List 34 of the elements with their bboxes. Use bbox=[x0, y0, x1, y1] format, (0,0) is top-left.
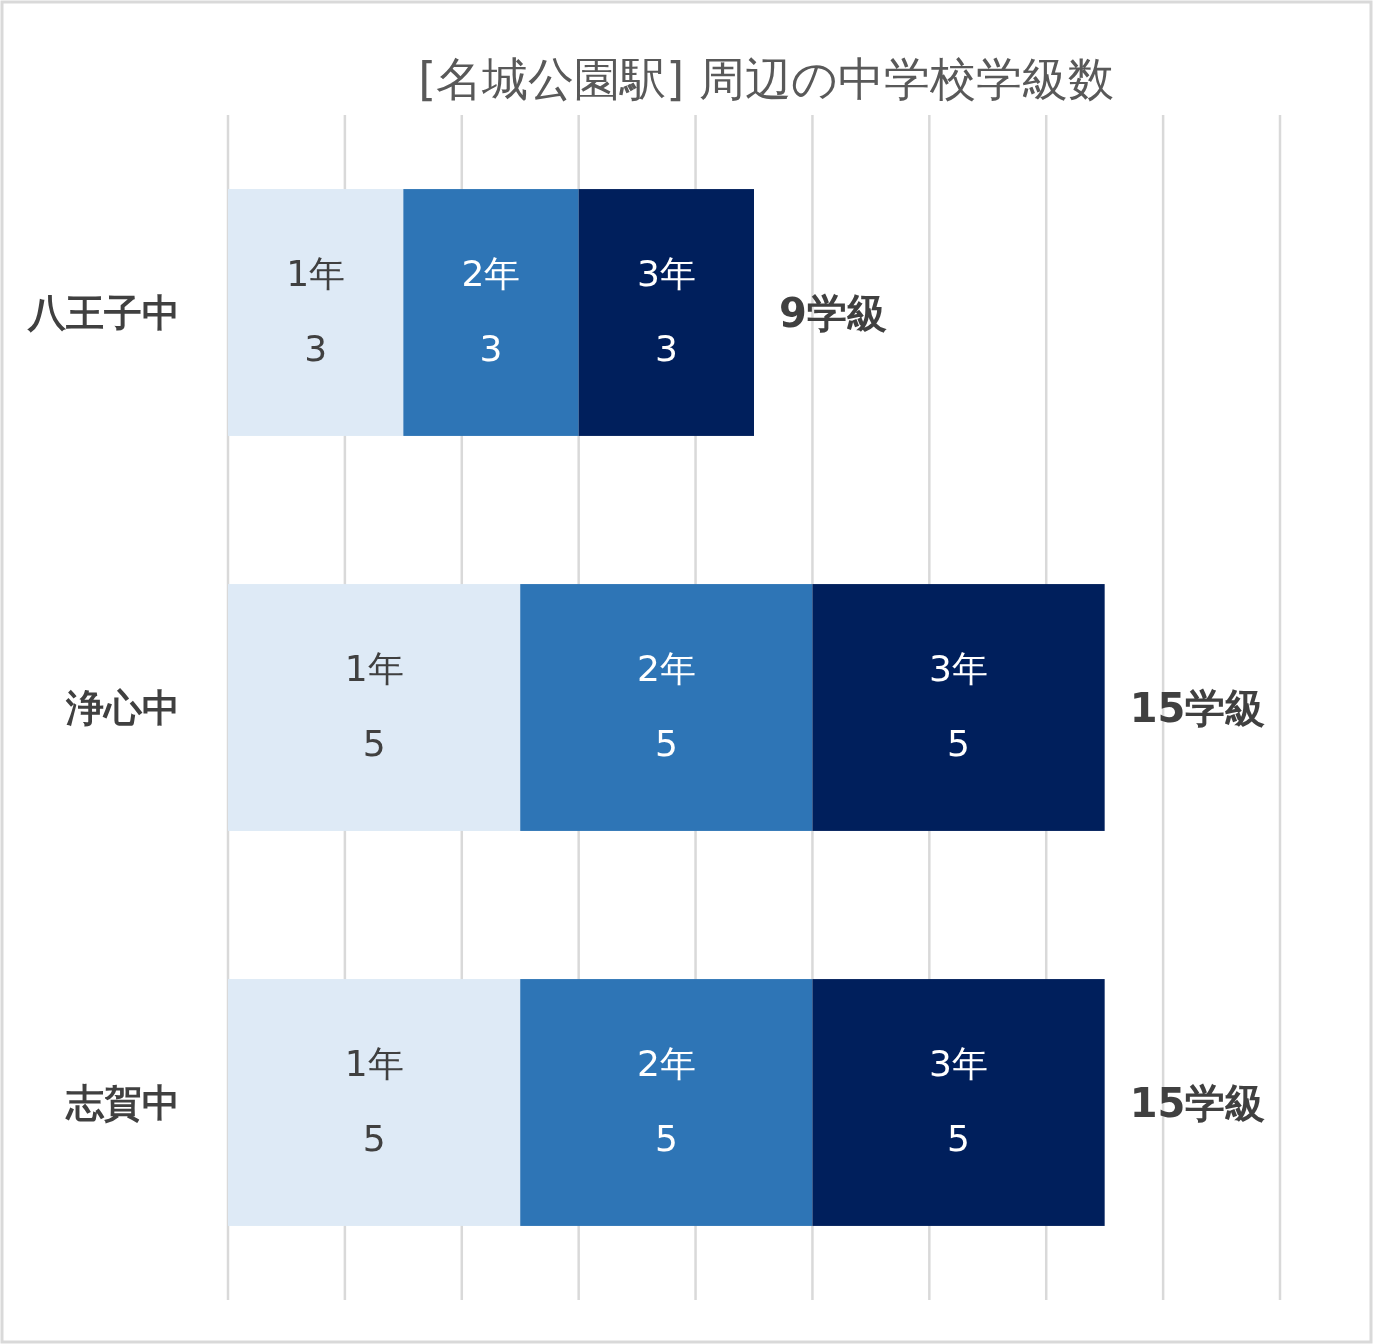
data-label: 5 bbox=[947, 722, 971, 764]
data-label: 3 bbox=[479, 327, 503, 369]
series-label: 3年 bbox=[636, 252, 696, 294]
bar bbox=[228, 189, 404, 436]
bar bbox=[578, 189, 754, 436]
total-label: 15学級 bbox=[1129, 1079, 1266, 1126]
bar bbox=[812, 979, 1105, 1226]
text: 1年 bbox=[344, 647, 404, 689]
text: 2年 bbox=[636, 1042, 696, 1084]
bar bbox=[228, 584, 521, 831]
data-label: 5 bbox=[654, 1117, 678, 1159]
text: 1年 bbox=[344, 1042, 404, 1084]
data-label: 3 bbox=[654, 327, 678, 369]
bar bbox=[520, 979, 813, 1226]
chart-title: [名城公園駅] 周辺の中学校学級数 bbox=[418, 52, 1114, 106]
series-label: 2年 bbox=[461, 252, 521, 294]
y-tick-label: 浄心中 bbox=[65, 685, 180, 730]
bar bbox=[520, 584, 813, 831]
total-label: 9学級 bbox=[779, 289, 887, 336]
bar bbox=[228, 979, 521, 1226]
data-label: 5 bbox=[654, 722, 678, 764]
text: 3年 bbox=[929, 647, 989, 689]
total-label: 15学級 bbox=[1129, 684, 1266, 731]
y-tick-label: 八王子中 bbox=[27, 290, 180, 335]
y-tick-label: 志賀中 bbox=[65, 1080, 180, 1125]
data-label: 5 bbox=[362, 722, 386, 764]
bar bbox=[403, 189, 579, 436]
data-label: 5 bbox=[362, 1117, 386, 1159]
series-label: 1年 bbox=[286, 252, 346, 294]
text: 2年 bbox=[636, 647, 696, 689]
data-label: 5 bbox=[947, 1117, 971, 1159]
text: 3年 bbox=[929, 1042, 989, 1084]
bar bbox=[812, 584, 1105, 831]
data-label: 3 bbox=[304, 327, 328, 369]
